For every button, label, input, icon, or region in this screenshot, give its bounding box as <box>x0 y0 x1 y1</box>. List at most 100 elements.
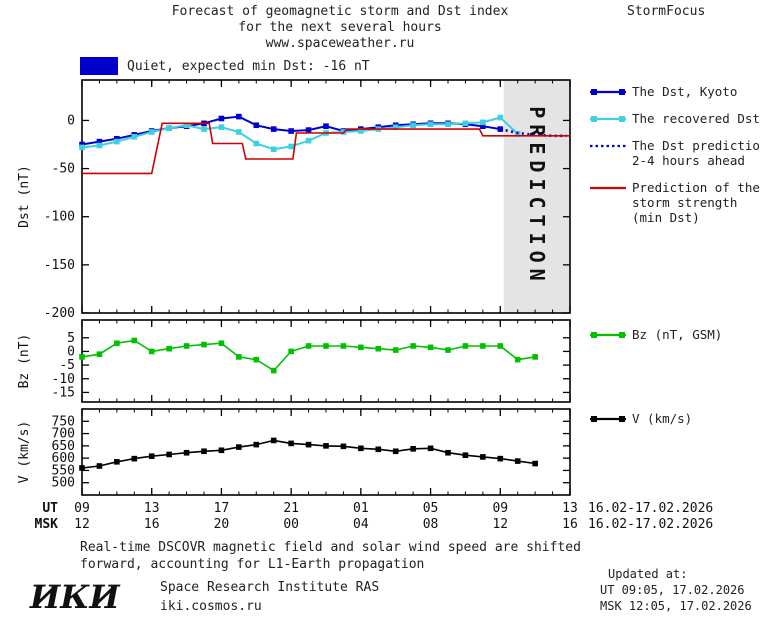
legend-marker-icon <box>590 116 626 122</box>
marker-dst-0 <box>79 141 85 148</box>
marker-v-0 <box>79 465 85 471</box>
page-title: Forecast of geomagnetic storm and Dst in… <box>0 4 680 52</box>
x-axis-labels: 09121316172021000104050809121316UTMSK16.… <box>35 501 714 532</box>
marker-bz-0 <box>497 343 504 349</box>
iki-logo: ИКИ <box>30 578 120 616</box>
marker-dst-0 <box>323 123 329 130</box>
xtick-ut: 09 <box>492 501 508 516</box>
marker-dst-0 <box>288 128 294 134</box>
title-line-1: Forecast of geomagnetic storm and Dst in… <box>171 4 509 19</box>
marker-dst-1 <box>305 137 312 144</box>
marker-dst-0 <box>270 126 277 132</box>
dst-ytick-label: -50 <box>52 162 75 177</box>
marker-dst-1 <box>218 124 225 130</box>
marker-v-0 <box>497 455 504 462</box>
dst-ytick-label: 0 <box>67 113 75 128</box>
dst-legend-item-0: The Dst, Kyoto <box>589 84 759 99</box>
marker-dst-0 <box>218 115 225 122</box>
marker-bz-0 <box>427 344 434 351</box>
footnote: Real-time DSCOVR magnetic field and sola… <box>80 539 581 573</box>
marker-bz-0 <box>375 345 382 352</box>
marker-bz-0 <box>514 356 521 363</box>
legend-marker-icon <box>590 332 626 338</box>
marker-v-0 <box>236 444 242 450</box>
legend-marker-icon <box>590 144 626 148</box>
ut-date-range: 16.02-17.02.2026 <box>588 501 713 516</box>
dst-legend-item-2: The Dst prediction 2-4 hours ahead <box>589 138 760 168</box>
dst-ytick-label: -200 <box>44 306 75 321</box>
bz-frame <box>81 319 571 403</box>
dst-frame <box>81 79 571 314</box>
legend-item-label: Bz (nT, GSM) <box>632 327 723 342</box>
marker-dst-0 <box>305 127 312 133</box>
status-level-swatch <box>80 57 118 75</box>
marker-dst-1 <box>236 129 242 135</box>
marker-v-0 <box>148 453 155 459</box>
marker-v-0 <box>201 448 207 455</box>
marker-dst-1 <box>166 125 172 131</box>
marker-bz-0 <box>305 343 312 349</box>
marker-dst-0 <box>497 126 504 132</box>
marker-dst-1 <box>253 140 260 147</box>
dst-legend-item-3: Prediction of the storm strength (min Ds… <box>589 180 760 225</box>
marker-v-0 <box>427 445 434 452</box>
marker-bz-0 <box>288 348 294 355</box>
series-dst-1 <box>81 116 519 151</box>
marker-bz-0 <box>270 367 277 374</box>
marker-v-0 <box>114 459 120 465</box>
marker-dst-1 <box>445 121 451 128</box>
marker-v-0 <box>532 460 538 467</box>
msk-date-range: 16.02-17.02.2026 <box>588 517 713 532</box>
marker-v-0 <box>218 447 225 454</box>
marker-v-0 <box>375 446 382 453</box>
dst-ytick-label: -100 <box>44 210 75 225</box>
marker-v-0 <box>323 443 329 449</box>
legend-marker-icon <box>590 186 626 190</box>
marker-dst-1 <box>270 146 277 153</box>
xtick-msk: 12 <box>74 517 90 532</box>
marker-dst-0 <box>480 123 486 130</box>
marker-bz-0 <box>183 343 190 349</box>
xtick-ut: 13 <box>562 501 578 516</box>
updated-at-block: Updated at: UT 09:05, 17.02.2026 MSK 12:… <box>600 566 752 614</box>
v-ytick-label: 600 <box>52 451 75 466</box>
series-dst-2 <box>500 127 567 138</box>
marker-v-0 <box>183 449 190 456</box>
dst-ytick-label: -150 <box>44 258 75 273</box>
v-ytick-label: 650 <box>52 439 75 454</box>
marker-dst-1 <box>201 126 207 132</box>
marker-bz-0 <box>236 354 242 360</box>
marker-dst-1 <box>79 144 85 151</box>
msk-row-label: MSK <box>35 517 59 532</box>
marker-dst-0 <box>253 122 260 129</box>
marker-v-0 <box>305 441 312 448</box>
bz-plot: 50-5-10-15 Bz (nT) <box>17 319 571 403</box>
updated-at-ut: UT 09:05, 17.02.2026 <box>600 583 745 597</box>
marker-bz-0 <box>148 348 155 355</box>
marker-bz-0 <box>201 341 207 348</box>
marker-bz-0 <box>410 343 416 349</box>
institute-site: iki.cosmos.ru <box>160 599 262 614</box>
marker-dst-1 <box>148 129 155 135</box>
xtick-msk: 16 <box>562 517 578 532</box>
legend-item-label: Prediction of the storm strength (min Ds… <box>632 180 760 225</box>
footnote-line-1: Real-time DSCOVR magnetic field and sola… <box>80 540 581 555</box>
v-legend: V (km/s) <box>589 411 759 438</box>
updated-at-label: Updated at: <box>608 567 688 581</box>
marker-v-0 <box>96 463 103 469</box>
dst-legend-item-1: The recovered Dst <box>589 111 760 126</box>
ut-row-label: UT <box>42 501 58 516</box>
legend-item-label: The Dst prediction 2-4 hours ahead <box>632 138 760 168</box>
status-text: Quiet, expected min Dst: -16 nT <box>127 58 370 74</box>
marker-bz-0 <box>79 354 85 360</box>
marker-v-0 <box>410 446 416 452</box>
marker-v-0 <box>392 448 399 455</box>
xtick-ut: 05 <box>423 501 439 516</box>
xtick-msk: 04 <box>353 517 369 532</box>
marker-dst-1 <box>288 143 294 150</box>
series-dst-3 <box>82 122 570 175</box>
